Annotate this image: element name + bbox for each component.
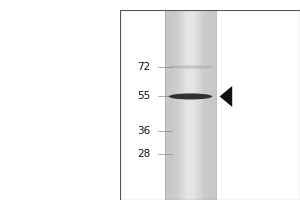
Bar [199, 10, 201, 200]
Bar [180, 10, 182, 200]
Bar [175, 10, 177, 200]
Bar [213, 10, 214, 200]
Bar [190, 10, 192, 200]
Bar [172, 10, 173, 200]
Text: 55: 55 [137, 91, 151, 101]
Bar [189, 10, 190, 200]
Bar [192, 10, 194, 200]
Bar [173, 10, 175, 200]
Bar [170, 10, 172, 200]
Polygon shape [220, 86, 232, 107]
Bar [206, 10, 208, 200]
Text: 72: 72 [137, 62, 151, 72]
Bar [168, 10, 170, 200]
Text: 36: 36 [137, 126, 151, 136]
Ellipse shape [168, 65, 214, 69]
Bar [177, 10, 178, 200]
Bar [201, 10, 203, 200]
Bar [194, 10, 196, 200]
Bar [178, 10, 180, 200]
Bar [202, 10, 204, 200]
Bar [196, 10, 197, 200]
Bar [187, 10, 189, 200]
Bar [165, 10, 167, 200]
Bar [184, 10, 185, 200]
Bar [167, 10, 168, 200]
Bar [182, 10, 184, 200]
Bar [209, 10, 211, 200]
Bar [211, 10, 213, 200]
Bar [185, 10, 187, 200]
Text: 28: 28 [137, 149, 151, 159]
Bar [197, 10, 199, 200]
Text: A549: A549 [196, 0, 224, 2]
Bar [208, 10, 209, 200]
Bar [204, 10, 206, 200]
Ellipse shape [169, 93, 212, 99]
Bar [214, 10, 216, 200]
